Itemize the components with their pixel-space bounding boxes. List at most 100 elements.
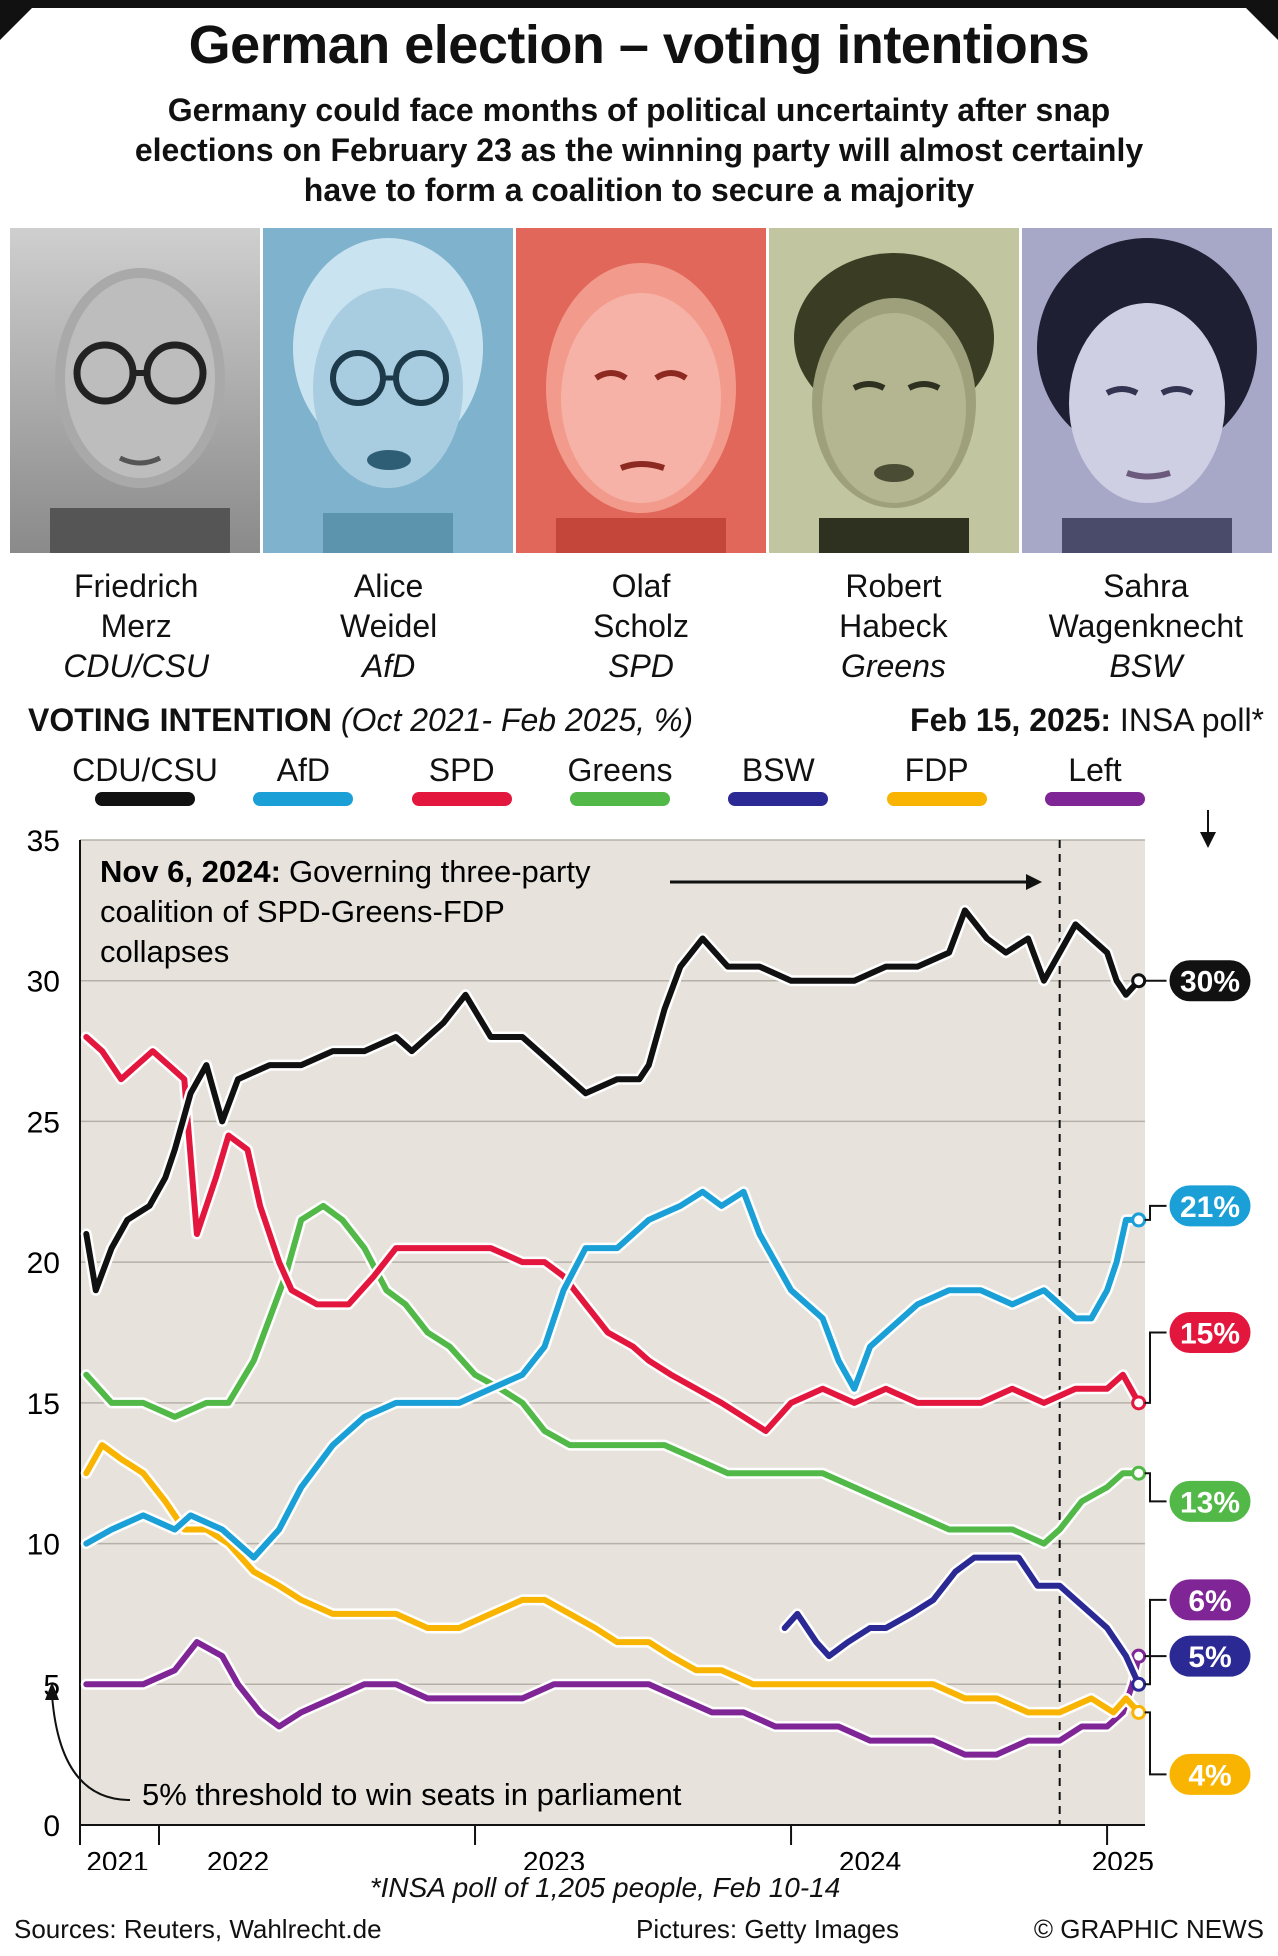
final-label-pill-bsw — [1166, 1632, 1254, 1680]
final-label-pill-cdu — [1166, 957, 1254, 1005]
sources: Sources: Reuters, Wahlrecht.de — [14, 1914, 382, 1944]
legend-swatch — [253, 792, 354, 806]
legend-item-left: Left — [1030, 752, 1160, 806]
legend-label: Left — [1068, 752, 1122, 788]
chart-section-label: VOTING INTENTION (Oct 2021- Feb 2025, %) — [28, 702, 693, 739]
section-range: (Oct 2021- Feb 2025, %) — [340, 702, 694, 738]
series-endpoint-greens — [1131, 1465, 1147, 1481]
final-label-pill-afd — [1166, 1182, 1254, 1230]
legend-item-greens: Greens — [555, 752, 685, 806]
page-subtitle: Germany could face months of political u… — [134, 92, 1144, 208]
legend-swatch — [1044, 792, 1145, 806]
threshold-arrow-head — [45, 1682, 59, 1700]
svg-text:Nov 6, 2024:Governing three-pa: Nov 6, 2024: Governing three-party — [100, 854, 591, 889]
legend-swatch — [569, 792, 670, 806]
annotation-line2: coalition of SPD-Greens-FDP — [100, 894, 505, 929]
annotation-date: Nov 6, 2024: — [100, 854, 281, 889]
candidate-first-name: Sahra — [1103, 568, 1189, 604]
candidate-first-name: Robert — [845, 568, 942, 604]
legend-swatch — [728, 792, 829, 806]
candidate-party: AfD — [361, 648, 416, 684]
series-endpoint-afd — [1131, 1212, 1147, 1228]
series-endpoint-fdp — [1131, 1704, 1147, 1720]
y-tick-label: 20 — [27, 1247, 60, 1280]
legend-item-afd: AfD — [238, 752, 368, 806]
series-endpoint-cdu — [1131, 973, 1147, 989]
page-title: German election – voting intentions — [188, 15, 1090, 75]
final-label-pill-fdp — [1166, 1750, 1254, 1798]
y-tick-label: 15 — [27, 1388, 60, 1421]
threshold-label: 5% threshold to win seats in parliament — [142, 1777, 682, 1812]
portrait-habeck — [769, 228, 1019, 553]
legend-label: BSW — [741, 752, 815, 788]
final-label-text-afd: 21% — [1180, 1191, 1240, 1224]
candidate-last-name: Weidel — [339, 608, 438, 644]
y-tick-label: 25 — [27, 1106, 60, 1139]
insa-date: Feb 15, 2025: — [910, 702, 1112, 738]
legend-label: FDP — [904, 752, 969, 788]
portrait-merz — [10, 228, 260, 553]
x-tick-label: 2021 — [86, 1846, 148, 1870]
legend-label: Greens — [567, 752, 673, 788]
final-label-text-spd: 15% — [1180, 1318, 1240, 1351]
series-line-bsw — [781, 1554, 1142, 1688]
legend-item-bsw: BSW — [713, 752, 843, 806]
candidate-last-name: Merz — [100, 608, 172, 644]
corner-mark-right — [1238, 0, 1278, 40]
chart-legend: CDU/CSU AfD SPD Greens BSW FDP Left — [72, 752, 1160, 806]
candidate-weidel: Alice Weidel AfD — [262, 566, 514, 686]
series-line-left — [83, 1639, 1142, 1758]
portrait-scholz — [516, 228, 766, 553]
final-label-text-fdp: 4% — [1188, 1759, 1231, 1792]
legend-item-fdp: FDP — [872, 752, 1002, 806]
candidate-scholz: Olaf Scholz SPD — [515, 566, 767, 686]
annotation-line1: Governing three-party — [289, 854, 591, 889]
legend-label: SPD — [428, 752, 495, 788]
candidate-party: SPD — [608, 648, 674, 684]
series-endpoint-left — [1131, 1648, 1147, 1664]
final-label-text-bsw: 5% — [1188, 1641, 1231, 1674]
final-label-text-left: 6% — [1188, 1585, 1231, 1618]
x-axis-ticks: 2021 2022 2023 2024 2025 — [79, 1825, 1154, 1870]
top-bar — [0, 0, 1278, 8]
legend-label: AfD — [276, 752, 330, 788]
legend-item-cdu: CDU/CSU — [72, 752, 218, 806]
legend-item-spd: SPD — [397, 752, 527, 806]
threshold-note: 5% threshold to win seats in parliament — [45, 1682, 765, 1814]
footnote: *INSA poll of 1,205 people, Feb 10-14 — [369, 1872, 841, 1903]
label-connector-spd — [1144, 1331, 1170, 1404]
x-tick-label: 2022 — [207, 1846, 269, 1870]
series-endpoint-bsw — [1131, 1676, 1147, 1692]
corner-mark-left — [0, 0, 40, 40]
chart-series — [80, 904, 1147, 1761]
collapse-annotation: Nov 6, 2024: Governing three-party coalit… — [100, 854, 1042, 969]
series-line-cdu — [83, 907, 1142, 1294]
candidate-habeck: Robert Habeck Greens — [767, 566, 1019, 686]
candidate-last-name: Scholz — [592, 608, 690, 644]
picture-credit: Pictures: Getty Images — [636, 1914, 899, 1944]
insa-arrow — [1200, 810, 1216, 848]
series-endpoint-spd — [1131, 1395, 1147, 1411]
candidate-names: Friedrich Merz CDU/CSU Alice Weidel AfD … — [10, 566, 1272, 686]
label-connector-left — [1144, 1598, 1170, 1658]
label-connector-fdp — [1144, 1711, 1170, 1776]
candidate-first-name: Olaf — [611, 568, 671, 604]
y-tick-label: 30 — [27, 966, 60, 999]
final-value-labels: 30% 21% 15% 13% 5% 4% 6% — [1144, 957, 1254, 1798]
copyright: © GRAPHIC NEWS — [1033, 1914, 1264, 1944]
series-line-greens — [83, 1202, 1142, 1547]
y-tick-label: 35 — [27, 825, 60, 858]
annotation-arrow-head — [1026, 874, 1042, 890]
threshold-arrow-line — [51, 1694, 131, 1801]
y-tick-label: 10 — [27, 1529, 60, 1562]
series-line-fdp — [83, 1442, 1142, 1716]
final-label-text-cdu: 30% — [1180, 966, 1240, 999]
candidate-first-name: Alice — [353, 568, 424, 604]
insa-poll-label: Feb 15, 2025: INSA poll* — [910, 702, 1264, 739]
insa-text: INSA poll* — [1119, 702, 1264, 738]
x-tick-label: 2024 — [839, 1846, 901, 1870]
series-line-afd — [83, 1188, 1142, 1561]
portrait-row — [10, 228, 1272, 553]
candidate-merz: Friedrich Merz CDU/CSU — [10, 566, 262, 686]
